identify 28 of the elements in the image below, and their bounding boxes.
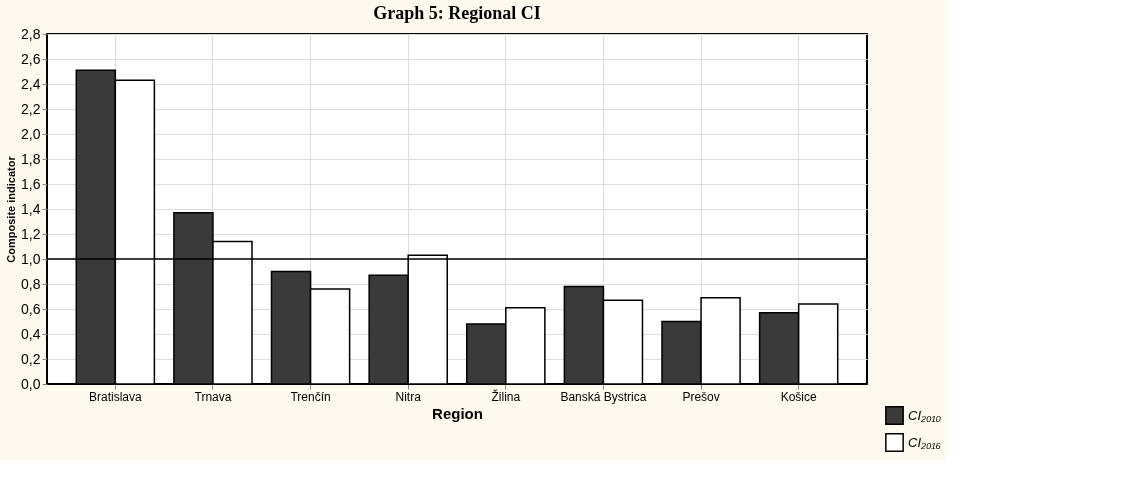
x-tick-label: Nitra: [395, 389, 422, 404]
y-tick-label: 2,4: [21, 75, 41, 92]
y-tick-label: 1,4: [21, 200, 41, 217]
y-tick-label: 0,8: [21, 275, 41, 292]
legend-label: CI₂₀₁₀: [908, 407, 942, 423]
y-tick-label: 0,0: [21, 375, 41, 392]
x-tick-label: Bratislava: [88, 389, 142, 404]
x-tick-label: Trenčín: [290, 389, 331, 404]
y-tick-label: 2,0: [21, 125, 41, 142]
y-tick-label: 1,8: [21, 150, 41, 167]
x-tick-label: Žilina: [491, 388, 521, 404]
chart-title: Graph 5: Regional CI: [373, 3, 541, 23]
x-tick-label: Banská Bystrica: [560, 389, 647, 404]
y-tick-label: 0,2: [21, 350, 41, 367]
x-tick-label: Trnava: [194, 389, 232, 404]
y-tick-label: 2,6: [21, 50, 41, 67]
y-axis-title: Composite indicator: [5, 155, 18, 263]
y-tick-label: 0,4: [21, 325, 41, 342]
y-tick-label: 0,6: [21, 300, 41, 317]
y-tick-label: 1,2: [21, 225, 41, 242]
y-tick-label: 2,8: [21, 25, 41, 42]
x-axis-title: Region: [432, 404, 483, 422]
y-tick-label: 2,2: [21, 100, 41, 117]
x-tick-label: Prešov: [682, 389, 720, 404]
x-tick-label: Košice: [780, 389, 817, 404]
y-tick-label: 1,6: [21, 175, 41, 192]
legend-label: CI₂₀₁₆: [908, 434, 942, 450]
y-tick-label: 1,0: [21, 250, 41, 267]
